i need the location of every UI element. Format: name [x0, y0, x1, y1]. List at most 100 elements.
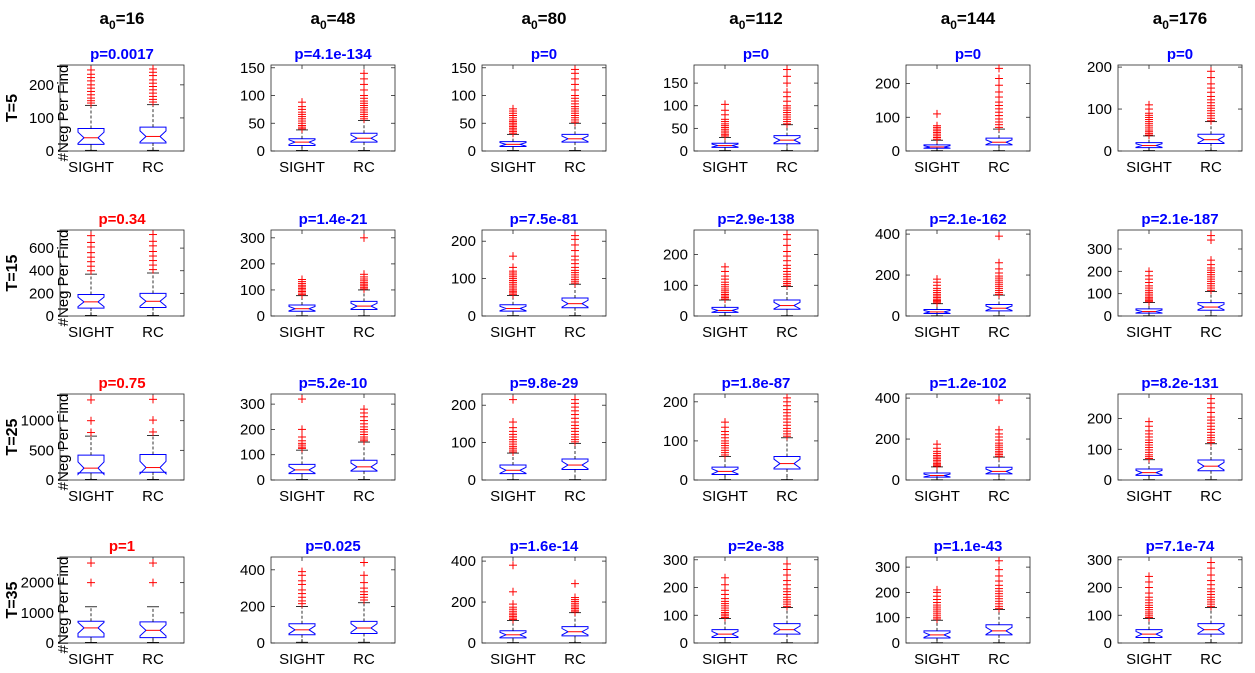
p-value-label: p=0.0017 — [90, 46, 154, 63]
x-tick-label: RC — [1200, 651, 1222, 668]
panel-r3-c5: p=7.1e-74 0 100 200 300 SIGHT RC — [1087, 538, 1243, 668]
box-body — [499, 464, 527, 475]
box-body — [1135, 308, 1163, 314]
p-value-label: p=0 — [743, 46, 769, 63]
y-tick-label: 400 — [875, 226, 900, 243]
y-tick-label: 200 — [451, 397, 476, 414]
axes-frame — [693, 393, 819, 481]
column-title-base: a — [311, 9, 321, 28]
box-body — [561, 626, 589, 637]
x-tick-label: RC — [988, 651, 1010, 668]
x-tick-label: RC — [776, 159, 798, 176]
p-value-label: p=9.8e-29 — [510, 375, 579, 392]
outlier-point — [783, 230, 791, 239]
x-tick-label: SIGHT — [1126, 159, 1172, 176]
box-body — [77, 454, 105, 476]
box-rc — [561, 231, 589, 317]
box-sight — [923, 440, 951, 481]
box-rc — [139, 64, 167, 151]
outlier-point — [360, 270, 368, 279]
y-tick-label: 0 — [680, 472, 688, 489]
y-tick-label: 100 — [875, 109, 900, 126]
x-tick-label: SIGHT — [702, 651, 748, 668]
box-body — [77, 294, 105, 309]
axes-frame — [270, 229, 396, 317]
y-tick-label: 0 — [892, 143, 900, 160]
outlier-point — [1207, 394, 1215, 403]
box-body — [139, 621, 167, 639]
y-tick-label: 150 — [451, 60, 476, 77]
row-label-2: T=25 — [4, 418, 21, 455]
y-tick-label: 200 — [875, 267, 900, 284]
box-rc — [985, 556, 1013, 644]
p-value-label: p=0.34 — [98, 211, 146, 228]
x-tick-label: RC — [564, 488, 586, 505]
x-tick-label: RC — [1200, 324, 1222, 341]
y-tick-label: 200 — [29, 77, 54, 94]
box-rc — [350, 233, 378, 317]
column-title-1: a0=48 — [311, 9, 356, 32]
box-rc — [985, 64, 1013, 152]
outlier-point — [509, 561, 517, 570]
box-body — [985, 624, 1013, 636]
p-value-label: p=2.9e-138 — [717, 211, 794, 228]
outlier-point — [1145, 100, 1153, 109]
box-sight — [77, 559, 105, 643]
panel-r1-c0: p=0.34 0 200 400 600 SIGHT RC — [29, 211, 185, 341]
box-body — [1197, 133, 1225, 144]
axes-frame — [1117, 556, 1243, 644]
y-tick-label: 150 — [240, 60, 265, 77]
outlier-point — [995, 396, 1003, 405]
x-tick-label: RC — [142, 488, 164, 505]
y-tick-label: 400 — [875, 390, 900, 407]
y-tick-label: 2000 — [21, 575, 54, 592]
outlier-point — [509, 252, 517, 261]
y-tick-label: 150 — [663, 75, 688, 92]
box-sight — [923, 275, 951, 317]
y-axis-label-0: #Neg Per Find — [55, 65, 72, 162]
outlier-point — [995, 565, 1003, 574]
axes-frame — [59, 229, 185, 317]
box-body — [350, 620, 378, 634]
outlier-point — [360, 405, 368, 414]
outlier-point — [87, 238, 95, 247]
outlier-point — [933, 109, 941, 118]
box-body — [1135, 468, 1163, 476]
box-body — [561, 133, 589, 143]
box-rc — [773, 559, 801, 644]
box-rc — [350, 558, 378, 643]
outlier-point — [360, 578, 368, 587]
outlier-point — [149, 237, 157, 246]
y-tick-label: 400 — [240, 562, 265, 579]
p-value-label: p=2e-38 — [728, 538, 784, 555]
x-tick-label: RC — [142, 159, 164, 176]
y-tick-label: 0 — [892, 635, 900, 652]
outlier-point — [149, 64, 157, 73]
outlier-point — [783, 88, 791, 97]
panel-r1-c5: p=2.1e-187 0 100 200 300 SIGHT RC — [1087, 211, 1243, 341]
box-sight — [288, 395, 316, 480]
x-tick-label: SIGHT — [68, 159, 114, 176]
y-tick-label: 50 — [671, 120, 688, 137]
axes-frame — [481, 556, 607, 644]
x-tick-label: RC — [988, 324, 1010, 341]
y-tick-label: 0 — [1104, 635, 1112, 652]
box-body — [985, 137, 1013, 146]
box-body — [985, 466, 1013, 475]
box-sight — [499, 252, 527, 317]
panel-r0-c0: p=0.0017 0 100 200 SIGHT RC — [29, 46, 185, 176]
box-rc — [561, 65, 589, 151]
y-tick-label: 0 — [468, 143, 476, 160]
box-sight — [499, 104, 527, 151]
panel-r2-c5: p=8.2e-131 0 100 200 SIGHT RC — [1087, 375, 1243, 505]
axes-frame — [270, 393, 396, 481]
box-rc — [139, 230, 167, 316]
p-value-label: p=0 — [531, 46, 557, 63]
outlier-point — [783, 559, 791, 568]
x-tick-label: RC — [776, 488, 798, 505]
y-tick-label: 200 — [29, 285, 54, 302]
x-tick-label: SIGHT — [279, 159, 325, 176]
axes-frame — [270, 556, 396, 644]
y-tick-label: 200 — [240, 421, 265, 438]
outlier-point — [995, 556, 1003, 565]
